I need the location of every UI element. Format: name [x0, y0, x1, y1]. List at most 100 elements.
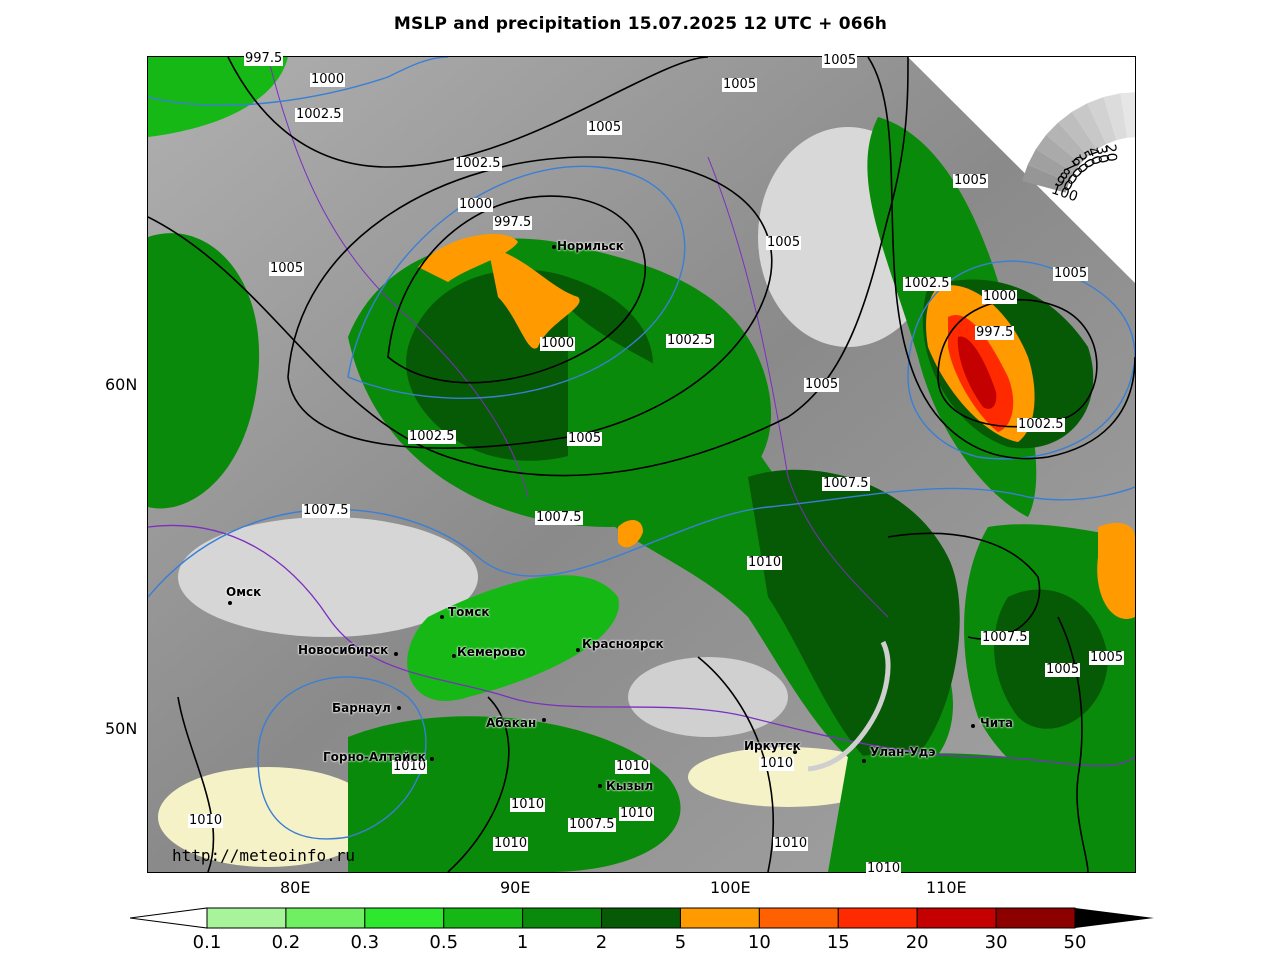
city-krasnoyarsk: Красноярск: [582, 637, 664, 651]
isobar-line: [937, 298, 1098, 428]
isobar-label: 1007.5: [568, 817, 616, 832]
cloud-scale-label: 20: [1102, 143, 1120, 163]
city-dot: [971, 724, 975, 728]
lon-label-80e: 80E: [280, 878, 311, 897]
colorbar-tick-label: 0.5: [429, 932, 459, 953]
isobar-line: [227, 57, 709, 168]
precip-area: [748, 469, 960, 777]
precip-area: [348, 716, 681, 872]
colorbar-tick-label: 5: [674, 932, 687, 953]
isobar-line: [1057, 616, 1089, 872]
city-dot: [228, 601, 232, 605]
heavy-precip: [488, 247, 580, 349]
city-barnaul: Барнаул: [332, 701, 391, 715]
heavy-precip: [957, 336, 997, 409]
isobar-label: 1005: [587, 120, 623, 135]
colorbar-cell: [522, 907, 603, 929]
source-url: http://meteoinfo.ru: [172, 846, 356, 865]
colorbar-cell: [364, 907, 445, 929]
isobar-label: 1002.5: [903, 276, 951, 291]
lon-label-100e: 100E: [710, 878, 751, 897]
colorbar-extend-high: [1075, 908, 1154, 928]
lat-label-60n: 60N: [105, 375, 138, 394]
isobar-label: 1000: [310, 72, 346, 87]
cloud-scale: [1022, 92, 1135, 193]
colorbar-tick-label: 2: [595, 932, 608, 953]
city-abakan: Абакан: [486, 716, 537, 730]
lon-label-90e: 90E: [500, 878, 531, 897]
city-norilsk: Норильск: [557, 239, 624, 253]
isobar-line: [387, 195, 646, 384]
colorbar-tick-label: 30: [984, 932, 1008, 953]
isobar-label: 1000: [540, 336, 576, 351]
city-dot: [430, 757, 434, 761]
isobar-label: 1002.5: [408, 429, 456, 444]
isobar-label: 1005: [1045, 662, 1081, 677]
isobar-label: 1007.5: [535, 510, 583, 525]
colorbar-cell: [995, 907, 1076, 929]
isobar-label: 1010: [759, 756, 795, 771]
isobar-line: [867, 57, 1135, 460]
isobar-label: 1007.5: [302, 503, 350, 518]
dry-area: [688, 747, 888, 807]
map-area: [147, 56, 1136, 873]
precip-area: [148, 57, 288, 137]
colorbar-tick-label: 1: [516, 932, 529, 953]
city-dot: [542, 718, 546, 722]
heavy-precip: [1097, 522, 1135, 619]
colorbar-tick-label: 50: [1063, 932, 1087, 953]
colorbar-cell: [285, 907, 366, 929]
colorbar-cell: [601, 907, 681, 929]
city-dot: [552, 245, 556, 249]
temp-line: [907, 260, 1135, 460]
precip-area: [148, 233, 260, 509]
cloud-scale-segment: [1027, 149, 1075, 183]
isobar-label: 1005: [269, 261, 305, 276]
colorbar-cell: [206, 907, 287, 929]
lat-label-50n: 50N: [105, 719, 138, 738]
precip-area: [407, 575, 619, 701]
lon-label-110e: 110E: [926, 878, 967, 897]
isobar-label: 997.5: [244, 51, 284, 66]
cloud-scale-segment: [1103, 93, 1128, 141]
isobar-label: 997.5: [493, 215, 533, 230]
temp-line: [347, 165, 686, 399]
isobar-label: 1010: [392, 759, 428, 774]
isobar-label: 1000: [982, 289, 1018, 304]
colorbar-cell: [679, 907, 760, 929]
city-dot: [862, 759, 866, 763]
isobar-label: 1005: [1089, 650, 1125, 665]
isobar-label: 1005: [766, 235, 802, 250]
colorbar-extend-low: [130, 907, 208, 929]
isobar-label: 1002.5: [454, 156, 502, 171]
isobar-line: [287, 156, 773, 449]
colorbar-tick-label: 10: [747, 932, 771, 953]
isobar-label: 1010: [773, 836, 809, 851]
cloud-scale-segment: [1046, 122, 1089, 164]
border-line: [148, 524, 1135, 767]
colorbar-tick-label: 0.2: [271, 932, 301, 953]
city-dot: [576, 648, 580, 652]
isobar-label: 1005: [822, 53, 858, 68]
cloud-scale-segment: [1022, 164, 1070, 193]
isobar-label: 1010: [866, 861, 902, 876]
isobar-label: 1002.5: [295, 107, 343, 122]
isobar-label: 1010: [615, 759, 651, 774]
city-omsk: Омск: [226, 585, 262, 599]
colorbar-cell: [837, 907, 918, 929]
isobar-line: [697, 656, 775, 872]
colorbar-tick-label: 0.3: [350, 932, 380, 953]
colorbar-tick-label: 0.1: [192, 932, 222, 953]
cloud-scale-segment: [1035, 134, 1081, 173]
cloud-scale-segment: [1120, 92, 1135, 138]
colorbar-cell: [916, 907, 997, 929]
cloud-scale-segment: [1072, 103, 1107, 150]
temp-line: [257, 676, 427, 840]
border-line: [267, 57, 529, 498]
isobar-label: 1002.5: [666, 333, 714, 348]
city-kemerovo: Кемерово: [457, 645, 526, 659]
border-line: [707, 156, 889, 618]
chart-title: MSLP and precipitation 15.07.2025 12 UTC…: [393, 14, 888, 34]
isobar-label: 1000: [458, 197, 494, 212]
city-novosibirsk: Новосибирск: [298, 643, 389, 657]
